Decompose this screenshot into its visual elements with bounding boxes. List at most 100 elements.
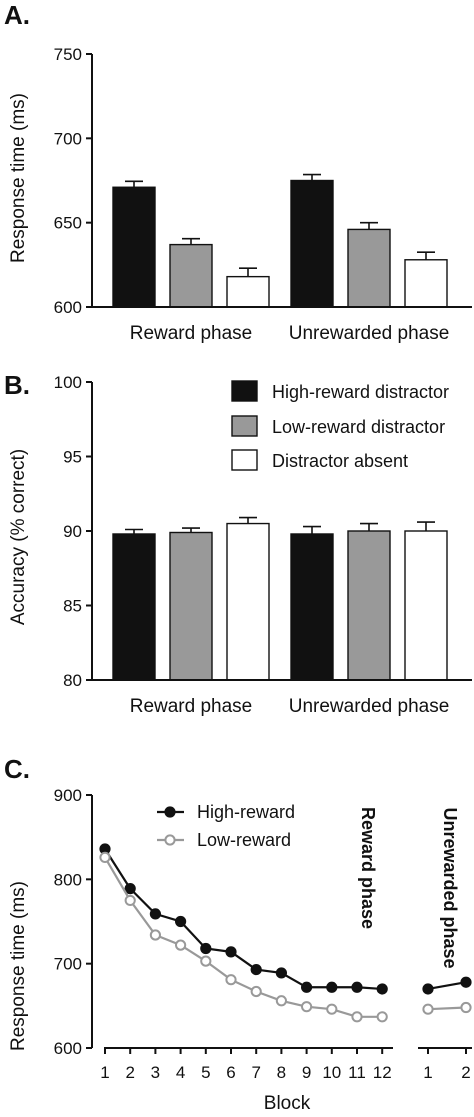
panel-c-x-tick-label: 5 — [201, 1063, 210, 1082]
panel-a-axes — [91, 54, 472, 308]
panel-c-y-axis-label: Response time (ms) — [8, 881, 29, 1051]
low-reward-point — [422, 1003, 434, 1015]
panel-c-y-ticks: 600 700 800 900 — [54, 786, 92, 1058]
panel-b-y-tick-label: 100 — [54, 373, 82, 392]
panel-a-bar — [169, 243, 213, 308]
panel-c-x-tick-label: 4 — [176, 1063, 185, 1082]
panel-a-bar — [347, 228, 391, 308]
low-reward-point — [200, 955, 212, 967]
panel-b: B. Accuracy (% correct) High-reward dist… — [4, 370, 472, 717]
low-reward-point — [250, 985, 262, 998]
panel-b-bar — [226, 522, 270, 681]
panel-c-lines — [99, 843, 472, 1023]
low-reward-line — [427, 1006, 467, 1011]
panel-c-y-tick-label: 700 — [54, 955, 82, 974]
panel-a: A. Response time (ms) 600 650 700 750 Rewar… — [4, 0, 472, 344]
panel-label-c: C. — [4, 754, 30, 784]
high-reward-line — [104, 848, 383, 991]
panel-b-category-label: Reward phase — [130, 696, 253, 717]
low-reward-point — [225, 974, 237, 986]
low-reward-point — [275, 995, 287, 1007]
high-reward-point — [275, 967, 287, 979]
panel-c-x-tick-label: 12 — [373, 1063, 392, 1082]
panel-label-b: B. — [4, 370, 30, 400]
panel-a-y-tick-label: 750 — [54, 45, 82, 64]
panel-b-categories: Reward phase Unrewarded phase — [130, 696, 450, 717]
panel-c-y-tick-label: 800 — [54, 870, 82, 889]
panel-b-y-ticks: 80 85 90 95 100 — [54, 373, 92, 690]
low-reward-point — [99, 851, 111, 864]
panel-c-x-axis-label: Block — [264, 1093, 311, 1114]
panel-c-x-tick-label: 8 — [277, 1063, 286, 1082]
panel-c-legend: High-reward Low-reward — [157, 802, 295, 850]
legend-label: High-reward — [197, 802, 295, 822]
panel-c-x-tick-label: 2 — [125, 1063, 134, 1082]
high-reward-point — [175, 915, 187, 928]
panel-label-a: A. — [4, 0, 30, 30]
panel-b-y-axis-label: Accuracy (% correct) — [8, 449, 29, 625]
panel-b-bar — [112, 533, 156, 681]
panel-c: C. Response time (ms) Block Reward phase… — [4, 754, 472, 1114]
panel-b-bar — [404, 530, 448, 681]
panel-b-y-tick-label: 90 — [63, 522, 82, 541]
panel-c-y-tick-label: 600 — [54, 1039, 82, 1058]
panel-a-category-label: Reward phase — [130, 323, 253, 344]
panel-c-x-tick-label: 2 — [461, 1063, 470, 1082]
high-reward-point — [301, 981, 313, 993]
panel-b-y-tick-label: 80 — [63, 671, 82, 690]
legend-marker — [164, 834, 176, 846]
legend-label: High-reward distractor — [272, 382, 449, 402]
panel-a-bar — [112, 186, 156, 308]
low-reward-point — [326, 1003, 338, 1015]
legend-marker — [164, 806, 176, 818]
panel-b-y-tick-label: 85 — [63, 597, 82, 616]
legend-swatch — [231, 415, 258, 437]
low-reward-point — [124, 894, 136, 907]
panel-c-x-tick-label: 3 — [151, 1063, 160, 1082]
panel-b-axes — [91, 382, 472, 681]
panel-a-y-tick-label: 700 — [54, 129, 82, 148]
low-reward-point — [351, 1011, 363, 1023]
low-reward-point — [460, 1001, 472, 1014]
unrewarded-phase-label: Unrewarded phase — [440, 807, 460, 968]
panel-a-bar — [404, 259, 448, 308]
panel-c-x-tick-label: 1 — [423, 1063, 432, 1082]
panel-a-categories: Reward phase Unrewarded phase — [130, 323, 450, 344]
panel-c-x-ticks: 1 2 3 4 5 6 7 8 9 10 11 12 1 2 — [100, 1048, 471, 1082]
panel-a-y-tick-label: 650 — [54, 214, 82, 233]
panel-b-legend: High-reward distractor Low-reward distrac… — [231, 380, 449, 471]
legend-swatch — [231, 380, 258, 402]
high-reward-point — [460, 976, 472, 988]
panel-c-axes — [91, 795, 472, 1049]
low-reward-point — [149, 929, 161, 941]
high-reward-point — [200, 942, 212, 955]
high-reward-point — [124, 883, 136, 895]
low-reward-point — [301, 1001, 313, 1013]
panel-b-category-label: Unrewarded phase — [289, 696, 450, 717]
panel-c-y-tick-label: 900 — [54, 786, 82, 805]
panel-a-bars — [112, 173, 448, 308]
reward-phase-label: Reward phase — [358, 807, 378, 929]
high-reward-point — [376, 983, 388, 995]
high-reward-point — [326, 981, 338, 993]
low-reward-point — [175, 939, 187, 951]
high-reward-point — [225, 946, 237, 958]
panel-a-bar — [226, 275, 270, 308]
panel-c-x-tick-label: 9 — [302, 1063, 311, 1082]
legend-label: Distractor absent — [272, 451, 408, 471]
high-reward-line — [427, 981, 467, 991]
panel-a-category-label: Unrewarded phase — [289, 323, 450, 344]
panel-c-x-tick-label: 10 — [322, 1063, 341, 1082]
panel-a-y-axis-label: Response time (ms) — [8, 93, 29, 263]
panel-c-x-tick-label: 7 — [251, 1063, 260, 1082]
high-reward-point — [422, 983, 434, 995]
high-reward-point — [149, 908, 161, 920]
legend-label: Low-reward — [197, 830, 291, 850]
panel-b-bars — [112, 516, 448, 681]
low-reward-line — [104, 856, 383, 1018]
panel-c-x-tick-label: 11 — [348, 1063, 366, 1082]
panel-a-y-ticks: 600 650 700 750 — [54, 45, 92, 317]
panel-a-bar — [290, 179, 334, 308]
low-reward-point — [376, 1011, 388, 1023]
